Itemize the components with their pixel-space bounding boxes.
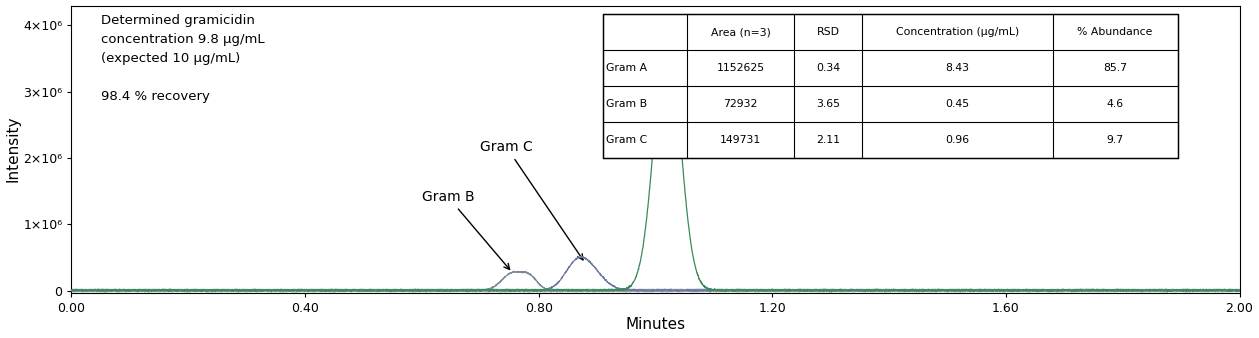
- Text: 1152625: 1152625: [716, 63, 764, 73]
- Text: % Abundance: % Abundance: [1078, 27, 1153, 37]
- Text: 72932: 72932: [724, 99, 758, 109]
- Text: 9.7: 9.7: [1107, 135, 1124, 145]
- Text: RSD: RSD: [817, 27, 840, 37]
- Text: 2.11: 2.11: [816, 135, 840, 145]
- X-axis label: Minutes: Minutes: [626, 317, 686, 333]
- Text: Gram C: Gram C: [607, 135, 647, 145]
- Text: 0.45: 0.45: [946, 99, 969, 109]
- Text: Determined gramicidin
concentration 9.8 μg/mL
(expected 10 μg/mL)

98.4 % recove: Determined gramicidin concentration 9.8 …: [101, 14, 264, 103]
- Text: 0.96: 0.96: [946, 135, 969, 145]
- Text: ← Gram A: ← Gram A: [680, 25, 749, 39]
- Text: 3.65: 3.65: [816, 99, 840, 109]
- Text: Gram C: Gram C: [480, 140, 583, 260]
- Text: Gram B: Gram B: [607, 99, 647, 109]
- Text: 85.7: 85.7: [1103, 63, 1127, 73]
- Y-axis label: Intensity: Intensity: [5, 116, 20, 182]
- Text: 4.6: 4.6: [1107, 99, 1124, 109]
- Text: 8.43: 8.43: [946, 63, 969, 73]
- Text: Gram B: Gram B: [422, 190, 510, 269]
- Text: 0.34: 0.34: [816, 63, 841, 73]
- Text: Area (n=3): Area (n=3): [711, 27, 771, 37]
- Text: Concentration (μg/mL): Concentration (μg/mL): [896, 27, 1019, 37]
- Text: 149731: 149731: [720, 135, 762, 145]
- Text: Gram A: Gram A: [607, 63, 647, 73]
- FancyBboxPatch shape: [603, 14, 1177, 158]
